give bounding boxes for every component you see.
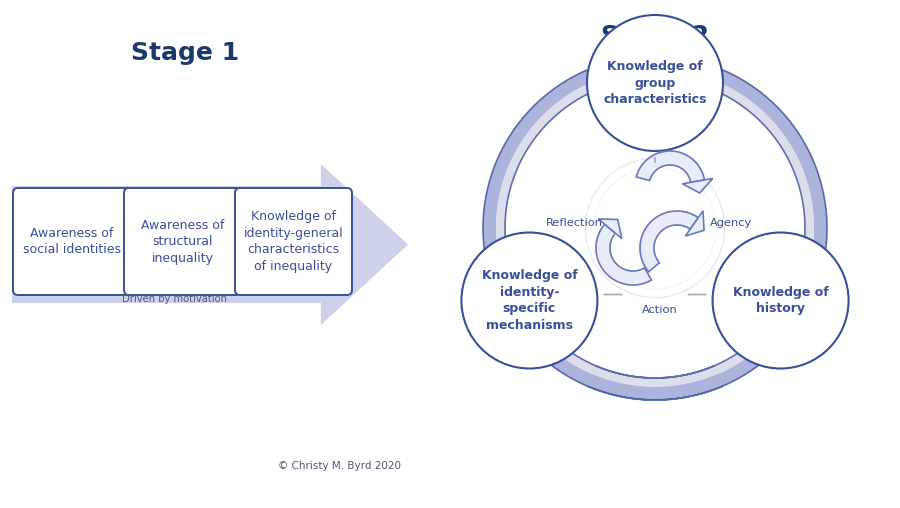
Text: Driven by motivation: Driven by motivation [122, 294, 228, 304]
FancyBboxPatch shape [235, 188, 352, 295]
FancyBboxPatch shape [13, 188, 130, 295]
Circle shape [587, 15, 723, 151]
Polygon shape [496, 69, 814, 387]
Polygon shape [483, 56, 827, 400]
Text: © Christy M. Byrd 2020: © Christy M. Byrd 2020 [278, 461, 401, 471]
Polygon shape [596, 224, 652, 285]
Polygon shape [686, 211, 704, 236]
Text: Awareness of
structural
inequality: Awareness of structural inequality [140, 218, 224, 265]
Text: Agency: Agency [710, 218, 752, 228]
Text: Action: Action [642, 305, 678, 315]
Polygon shape [12, 164, 408, 325]
Circle shape [713, 233, 849, 368]
Polygon shape [640, 211, 698, 272]
FancyBboxPatch shape [124, 188, 241, 295]
Polygon shape [682, 178, 713, 193]
Text: Knowledge of
identity-general
characteristics
of inequality: Knowledge of identity-general characteri… [244, 210, 344, 273]
Text: Reflection: Reflection [546, 218, 603, 228]
Text: Stage 2: Stage 2 [601, 24, 709, 48]
Text: Stage 1: Stage 1 [130, 41, 239, 65]
Text: Knowledge of
identity-
specific
mechanisms: Knowledge of identity- specific mechanis… [482, 269, 577, 332]
Text: Awareness of
social identities: Awareness of social identities [22, 227, 121, 256]
Text: Knowledge of
group
characteristics: Knowledge of group characteristics [603, 60, 706, 106]
Polygon shape [636, 151, 705, 182]
Text: Knowledge of
history: Knowledge of history [733, 286, 828, 315]
Polygon shape [598, 219, 622, 239]
Circle shape [462, 233, 598, 368]
